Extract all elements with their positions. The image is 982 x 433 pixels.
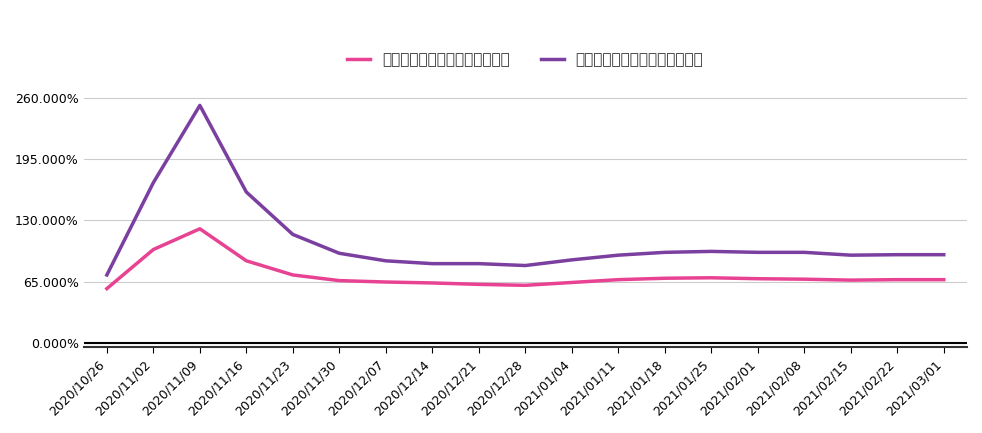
平均利益率からの年利換算単利 [613, 277, 625, 282]
平均利益率からの年利換算複利 [519, 263, 531, 268]
平均利益率からの年利換算単利 [519, 283, 531, 288]
平均利益率からの年利換算複利 [241, 190, 252, 195]
平均利益率からの年利換算複利 [705, 249, 717, 254]
平均利益率からの年利換算単利 [798, 277, 810, 282]
平均利益率からの年利換算複利 [287, 232, 299, 237]
平均利益率からの年利換算複利 [845, 252, 856, 258]
平均利益率からの年利換算複利 [752, 250, 764, 255]
平均利益率からの年利換算複利 [194, 103, 206, 108]
平均利益率からの年利換算単利 [147, 247, 159, 252]
平均利益率からの年利換算単利 [659, 276, 671, 281]
平均利益率からの年利換算複利 [101, 272, 113, 278]
平均利益率からの年利換算複利 [938, 252, 950, 257]
Legend: 平均利益率からの年利換算単利, 平均利益率からの年利換算複利: 平均利益率からの年利換算単利, 平均利益率からの年利換算複利 [341, 46, 710, 74]
平均利益率からの年利換算複利 [473, 261, 485, 266]
平均利益率からの年利換算複利 [659, 250, 671, 255]
平均利益率からの年利換算単利 [380, 279, 392, 284]
平均利益率からの年利換算単利 [566, 280, 577, 285]
平均利益率からの年利換算複利 [566, 257, 577, 262]
平均利益率からの年利換算単利 [287, 272, 299, 278]
平均利益率からの年利換算複利 [334, 251, 346, 256]
平均利益率からの年利換算単利 [426, 280, 438, 285]
Line: 平均利益率からの年利換算単利: 平均利益率からの年利換算単利 [107, 229, 944, 289]
平均利益率からの年利換算単利 [845, 278, 856, 283]
平均利益率からの年利換算単利 [194, 226, 206, 231]
平均利益率からの年利換算複利 [380, 258, 392, 263]
平均利益率からの年利換算単利 [334, 278, 346, 283]
平均利益率からの年利換算単利 [705, 275, 717, 281]
平均利益率からの年利換算単利 [473, 282, 485, 287]
平均利益率からの年利換算複利 [613, 252, 625, 258]
平均利益率からの年利換算単利 [752, 276, 764, 281]
Line: 平均利益率からの年利換算複利: 平均利益率からの年利換算複利 [107, 105, 944, 275]
平均利益率からの年利換算単利 [892, 277, 903, 282]
平均利益率からの年利換算複利 [798, 250, 810, 255]
平均利益率からの年利換算複利 [892, 252, 903, 257]
平均利益率からの年利換算複利 [426, 261, 438, 266]
平均利益率からの年利換算単利 [938, 277, 950, 282]
平均利益率からの年利換算単利 [101, 286, 113, 291]
平均利益率からの年利換算単利 [241, 258, 252, 263]
平均利益率からの年利換算複利 [147, 180, 159, 185]
